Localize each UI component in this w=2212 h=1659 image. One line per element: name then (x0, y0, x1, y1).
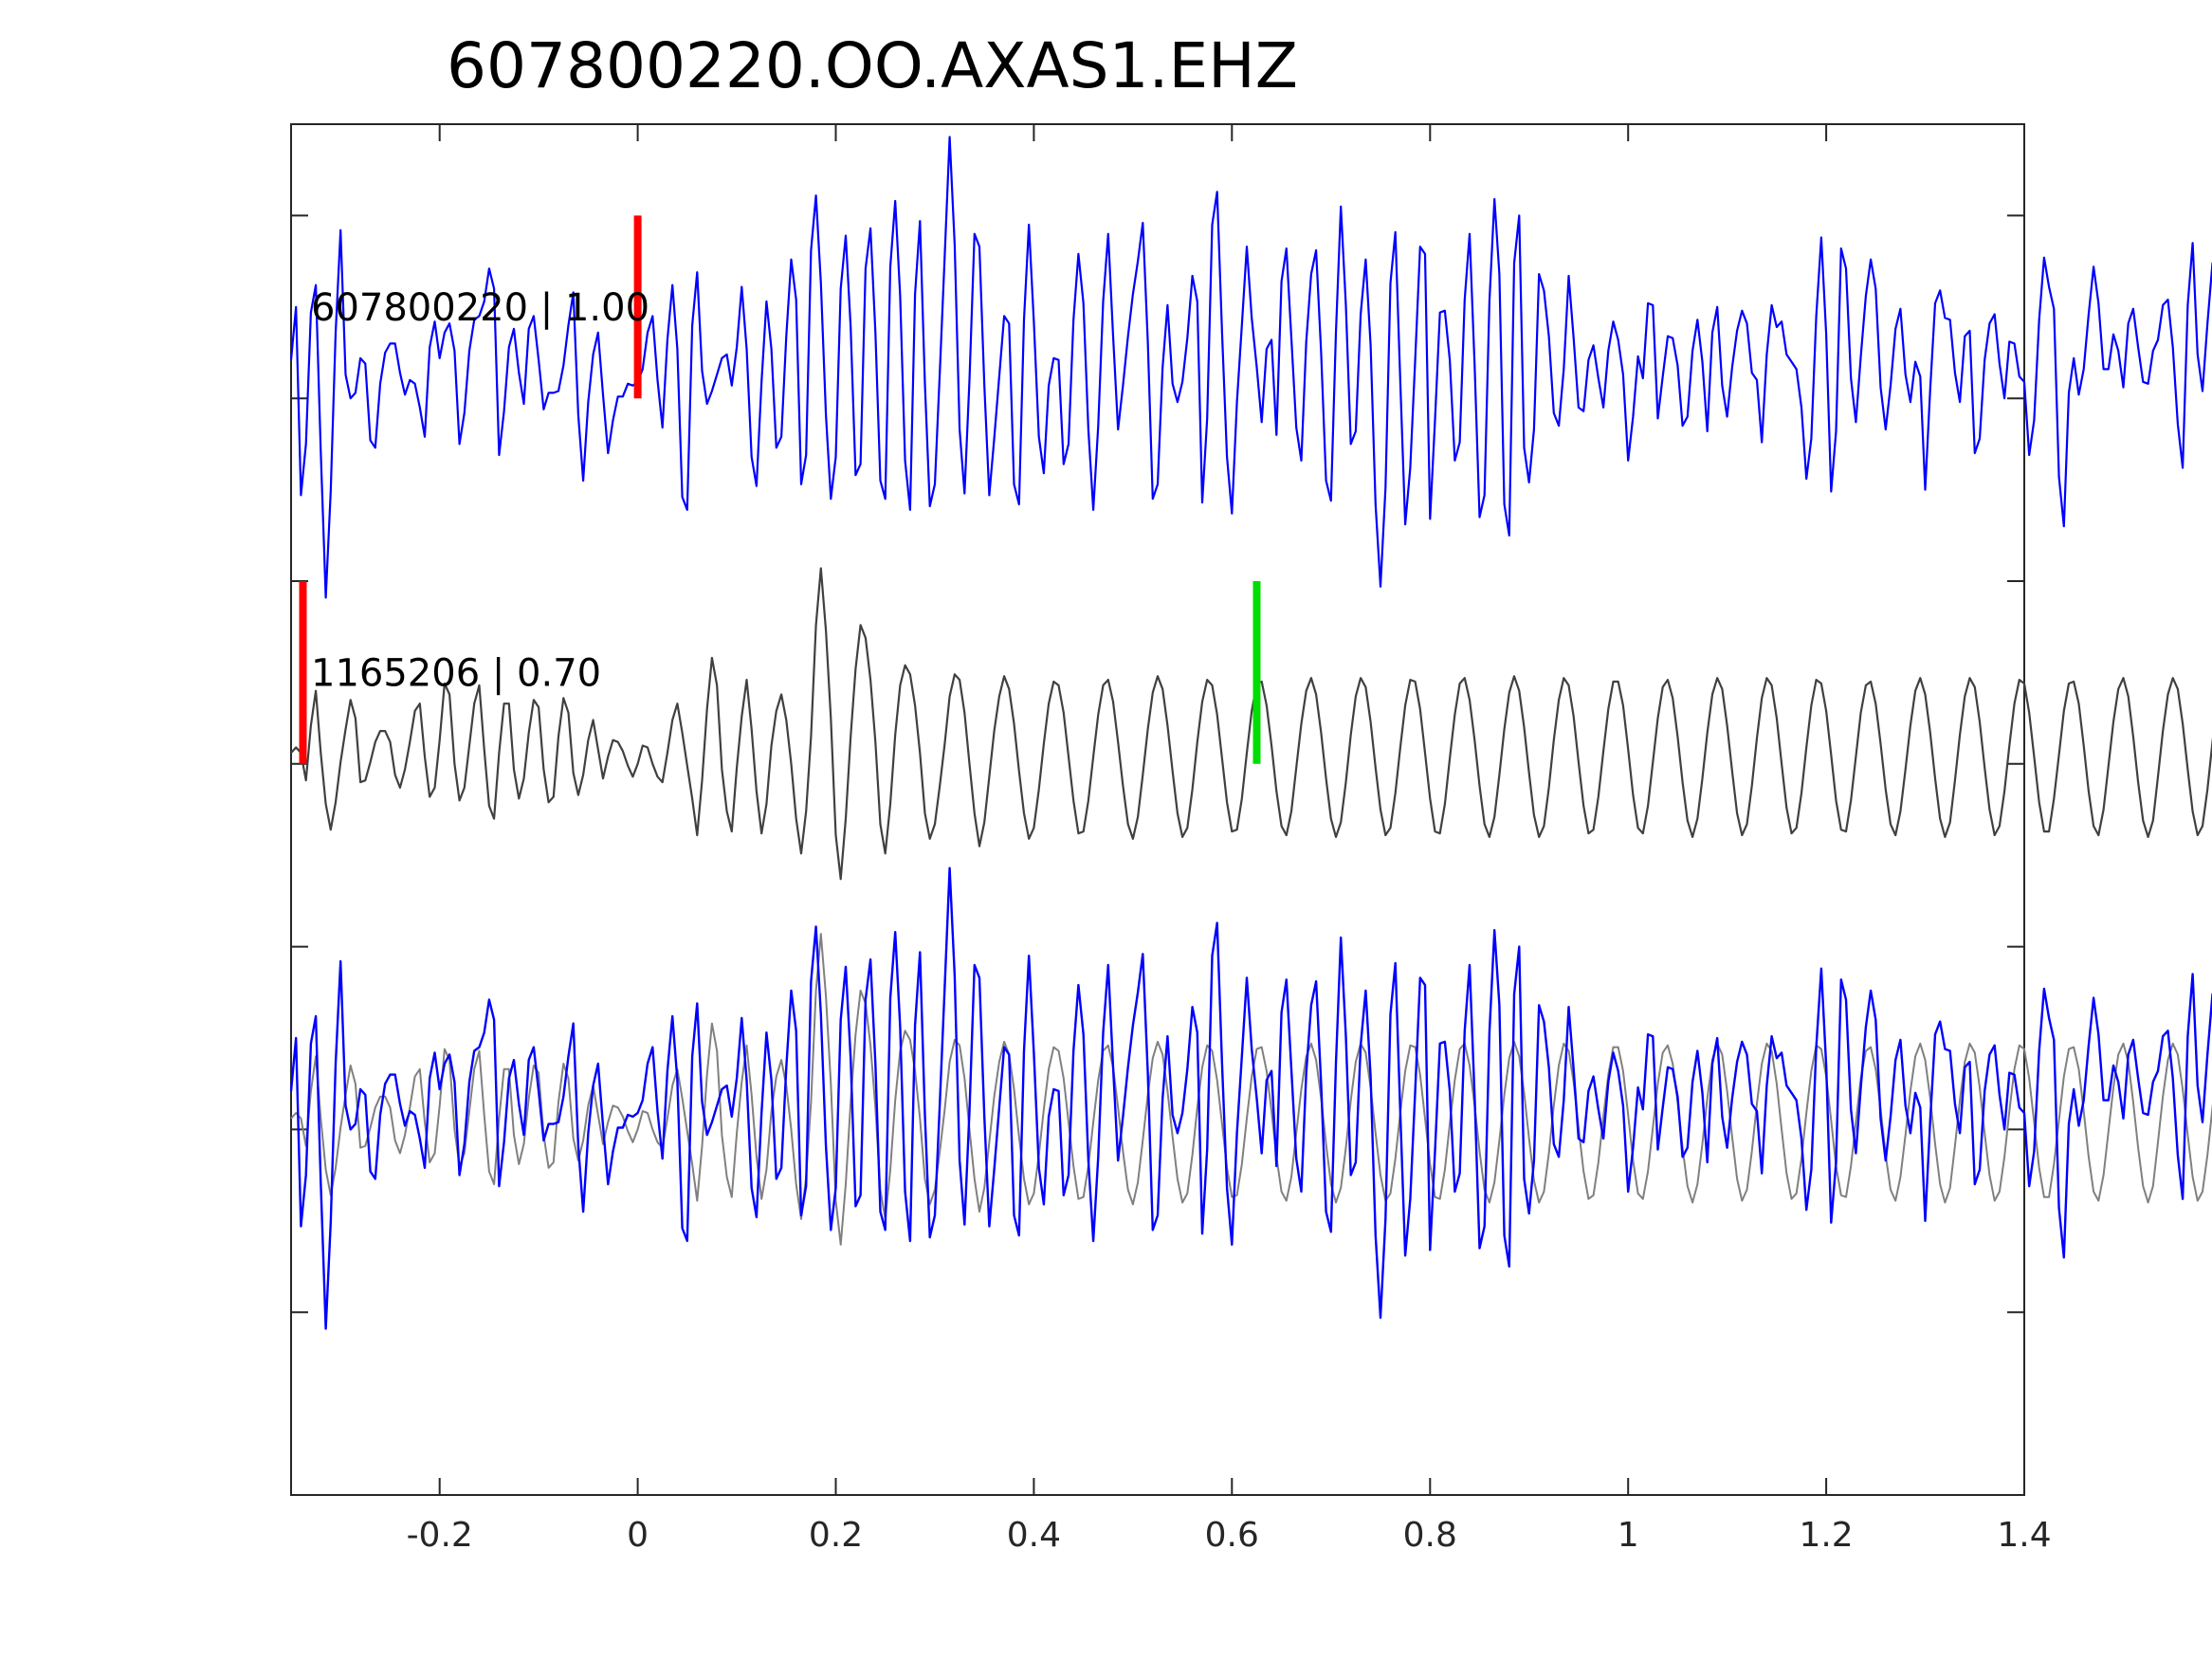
traces-group (289, 136, 2212, 1330)
x-tick-label: 0.6 (1205, 1516, 1259, 1555)
x-tick-label: 1.2 (1799, 1516, 1853, 1555)
x-tick-label: 1.4 (1997, 1516, 2051, 1555)
x-tick-label: 1 (1618, 1516, 1639, 1555)
overlay-trace-1 (289, 866, 2212, 1330)
pick-markers-group (299, 215, 1261, 764)
chart-title: 607800220.OO.AXAS1.EHZ (447, 29, 1298, 102)
waveform-trace-1 (290, 567, 2212, 881)
plot-frame (290, 123, 2025, 1496)
trace-label-1: 1165206 | 0.70 (311, 651, 601, 695)
x-tick-label: -0.2 (407, 1516, 473, 1555)
trace-labels-group: 607800220 | 1.00 1165206 | 0.70 (311, 286, 649, 696)
x-tick-label: 0.4 (1007, 1516, 1061, 1555)
axes: -0.2 0 0.2 0.4 0.6 0.8 1 1.2 1.4 (290, 123, 2052, 1555)
trace-label-0: 607800220 | 1.00 (311, 286, 649, 330)
x-tick-label: 0.2 (809, 1516, 863, 1555)
overlay-trace-0 (290, 933, 2212, 1246)
waveform-trace-0 (289, 136, 2212, 599)
x-tick-label: 0 (627, 1516, 649, 1555)
x-tick-label: 0.8 (1403, 1516, 1457, 1555)
